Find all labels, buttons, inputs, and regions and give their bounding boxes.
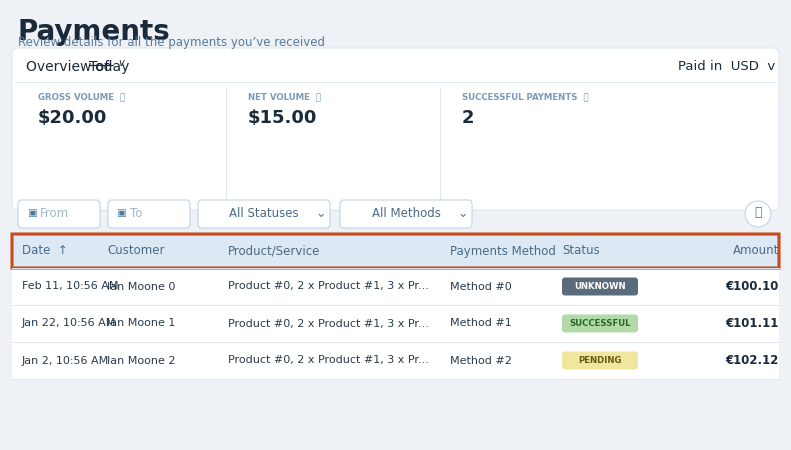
Text: Product #0, 2 x Product #1, 3 x Pr...: Product #0, 2 x Product #1, 3 x Pr... <box>228 319 429 328</box>
Text: 2: 2 <box>462 109 475 127</box>
Text: Method #1: Method #1 <box>450 319 512 328</box>
Text: €100.10: €100.10 <box>725 280 779 293</box>
Text: ⌄: ⌄ <box>316 207 326 220</box>
FancyBboxPatch shape <box>340 200 472 228</box>
FancyBboxPatch shape <box>562 315 638 333</box>
Circle shape <box>745 201 771 227</box>
Text: €101.11: €101.11 <box>725 317 779 330</box>
Text: NET VOLUME  ⓘ: NET VOLUME ⓘ <box>248 92 321 101</box>
Text: UNKNOWN: UNKNOWN <box>574 282 626 291</box>
Text: Product #0, 2 x Product #1, 3 x Pr...: Product #0, 2 x Product #1, 3 x Pr... <box>228 356 429 365</box>
FancyBboxPatch shape <box>562 278 638 296</box>
Text: Today: Today <box>89 60 130 74</box>
Text: Paid in  USD  v: Paid in USD v <box>678 60 775 73</box>
Text: Ian Moone 0: Ian Moone 0 <box>107 282 176 292</box>
Text: ▣: ▣ <box>116 208 126 218</box>
FancyBboxPatch shape <box>12 342 779 379</box>
Text: To: To <box>130 207 142 220</box>
Text: $15.00: $15.00 <box>248 109 317 127</box>
FancyBboxPatch shape <box>12 268 779 305</box>
Text: ⤓: ⤓ <box>755 207 762 220</box>
Text: Feb 11, 10:56 AM: Feb 11, 10:56 AM <box>22 282 119 292</box>
FancyBboxPatch shape <box>12 48 779 210</box>
FancyBboxPatch shape <box>562 351 638 369</box>
Text: GROSS VOLUME  ⓘ: GROSS VOLUME ⓘ <box>38 92 125 101</box>
Text: $20.00: $20.00 <box>38 109 108 127</box>
Text: All Methods: All Methods <box>372 207 441 220</box>
Text: Status: Status <box>562 244 600 257</box>
Text: Product #0, 2 x Product #1, 3 x Pr...: Product #0, 2 x Product #1, 3 x Pr... <box>228 282 429 292</box>
Text: Method #2: Method #2 <box>450 356 512 365</box>
FancyBboxPatch shape <box>198 200 330 228</box>
Text: Date  ↑: Date ↑ <box>22 244 68 257</box>
FancyBboxPatch shape <box>108 200 190 228</box>
Text: Amount: Amount <box>732 244 779 257</box>
Text: Product/Service: Product/Service <box>228 244 320 257</box>
Text: Jan 22, 10:56 AM: Jan 22, 10:56 AM <box>22 319 116 328</box>
Text: Review details for all the payments you’ve received: Review details for all the payments you’… <box>18 36 325 49</box>
Text: Payments Method: Payments Method <box>450 244 556 257</box>
Text: SUCCESSFUL: SUCCESSFUL <box>570 319 630 328</box>
Text: v: v <box>118 58 123 68</box>
Text: Customer: Customer <box>107 244 165 257</box>
Text: Jan 2, 10:56 AM: Jan 2, 10:56 AM <box>22 356 109 365</box>
Text: ▣: ▣ <box>27 208 36 218</box>
Text: Ian Moone 2: Ian Moone 2 <box>107 356 176 365</box>
Text: Overview of: Overview of <box>26 60 114 74</box>
Text: Payments: Payments <box>18 18 171 46</box>
Text: Ian Moone 1: Ian Moone 1 <box>107 319 176 328</box>
FancyBboxPatch shape <box>18 200 100 228</box>
FancyBboxPatch shape <box>12 305 779 342</box>
Text: From: From <box>40 207 69 220</box>
Text: All Statuses: All Statuses <box>229 207 299 220</box>
Text: PENDING: PENDING <box>578 356 622 365</box>
Text: €102.12: €102.12 <box>725 354 779 367</box>
Text: Method #0: Method #0 <box>450 282 512 292</box>
Text: ⌄: ⌄ <box>458 207 468 220</box>
FancyBboxPatch shape <box>12 234 779 268</box>
Text: SUCCESSFUL PAYMENTS  ⓘ: SUCCESSFUL PAYMENTS ⓘ <box>462 92 589 101</box>
